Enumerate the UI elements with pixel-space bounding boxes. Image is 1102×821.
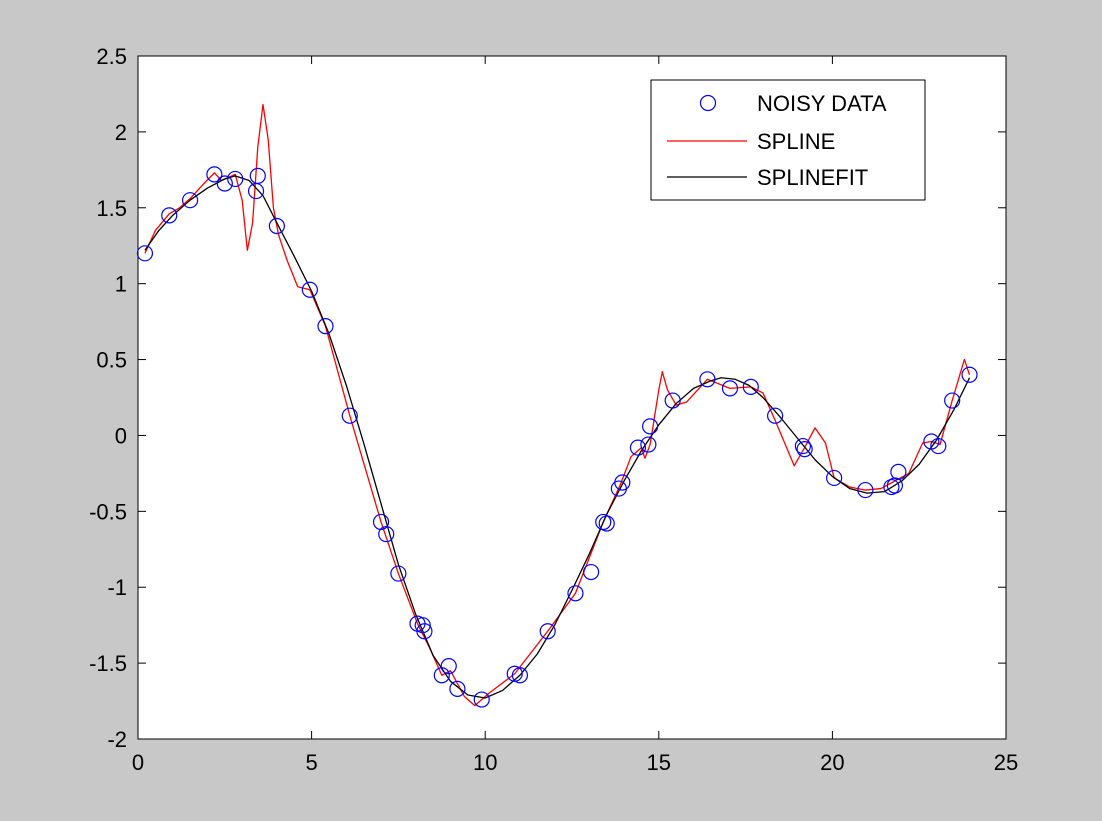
data-point xyxy=(567,585,584,602)
y-tick-label: 2.5 xyxy=(96,44,127,69)
data-point xyxy=(890,463,907,480)
data-point xyxy=(390,565,407,582)
legend-label-spline: SPLINE xyxy=(757,129,835,154)
data-point xyxy=(206,166,223,183)
series-line-splinefit xyxy=(144,175,971,699)
data-point xyxy=(629,439,647,456)
data-point xyxy=(640,436,657,453)
legend: NOISY DATA SPLINE SPLINEFIT xyxy=(650,79,926,201)
series-markers-noisy-data xyxy=(136,166,978,708)
x-tick-label: 15 xyxy=(647,750,671,775)
data-point xyxy=(930,437,947,455)
x-tick-label: 25 xyxy=(994,750,1018,775)
data-point xyxy=(961,366,978,383)
data-point xyxy=(796,441,813,458)
data-point xyxy=(268,217,285,235)
data-point xyxy=(227,170,244,188)
data-point xyxy=(794,437,811,455)
data-point xyxy=(136,245,154,262)
data-point xyxy=(857,481,874,499)
legend-marker-noisy-data xyxy=(699,94,717,112)
x-tick-label: 20 xyxy=(820,750,844,775)
data-point xyxy=(826,469,843,487)
legend-label-noisy-data: NOISY DATA xyxy=(757,91,887,116)
data-point xyxy=(595,513,612,531)
y-tick-label: 1.5 xyxy=(96,196,127,221)
data-point xyxy=(249,167,266,184)
data-point xyxy=(642,418,659,435)
data-point xyxy=(378,525,395,543)
data-point xyxy=(341,407,358,424)
data-point xyxy=(181,192,199,209)
y-tick-label: -1 xyxy=(107,575,127,600)
series-layer xyxy=(136,103,978,708)
x-tick-label: 5 xyxy=(305,750,317,775)
data-point xyxy=(416,623,433,640)
data-point xyxy=(742,378,759,395)
x-tick-label: 0 xyxy=(132,750,144,775)
data-point xyxy=(301,281,318,298)
data-point xyxy=(539,623,556,640)
y-tick-label: 0 xyxy=(115,423,127,448)
data-point xyxy=(699,371,716,388)
y-tick-label: -1.5 xyxy=(89,651,127,676)
data-point xyxy=(614,474,631,491)
x-tick-label: 10 xyxy=(473,750,497,775)
data-point xyxy=(161,207,178,224)
data-point xyxy=(449,680,466,698)
data-point xyxy=(721,380,739,397)
axis-tick-labels: 0 5 10 15 20 25 -2 -1.5 -1 -0.5 0 0.5 1 1.5 2 2.5 xyxy=(89,44,1018,775)
data-point xyxy=(664,392,681,409)
y-tick-label: 0.5 xyxy=(96,348,127,373)
data-point xyxy=(767,407,784,424)
y-tick-label: -2 xyxy=(107,727,127,752)
legend-label-splinefit: SPLINEFIT xyxy=(757,165,868,190)
y-tick-label: 1 xyxy=(115,272,127,297)
data-point xyxy=(414,617,431,634)
data-point xyxy=(216,175,233,192)
data-point xyxy=(511,667,529,684)
data-point xyxy=(944,392,961,409)
data-point xyxy=(582,563,600,581)
y-tick-label: -0.5 xyxy=(89,499,127,524)
data-point xyxy=(440,658,457,675)
y-tick-label: 2 xyxy=(115,120,127,145)
axis-ticks xyxy=(137,55,1007,740)
data-point xyxy=(317,318,334,335)
legend-box xyxy=(650,79,926,201)
data-point xyxy=(598,515,615,532)
data-point xyxy=(473,691,490,708)
